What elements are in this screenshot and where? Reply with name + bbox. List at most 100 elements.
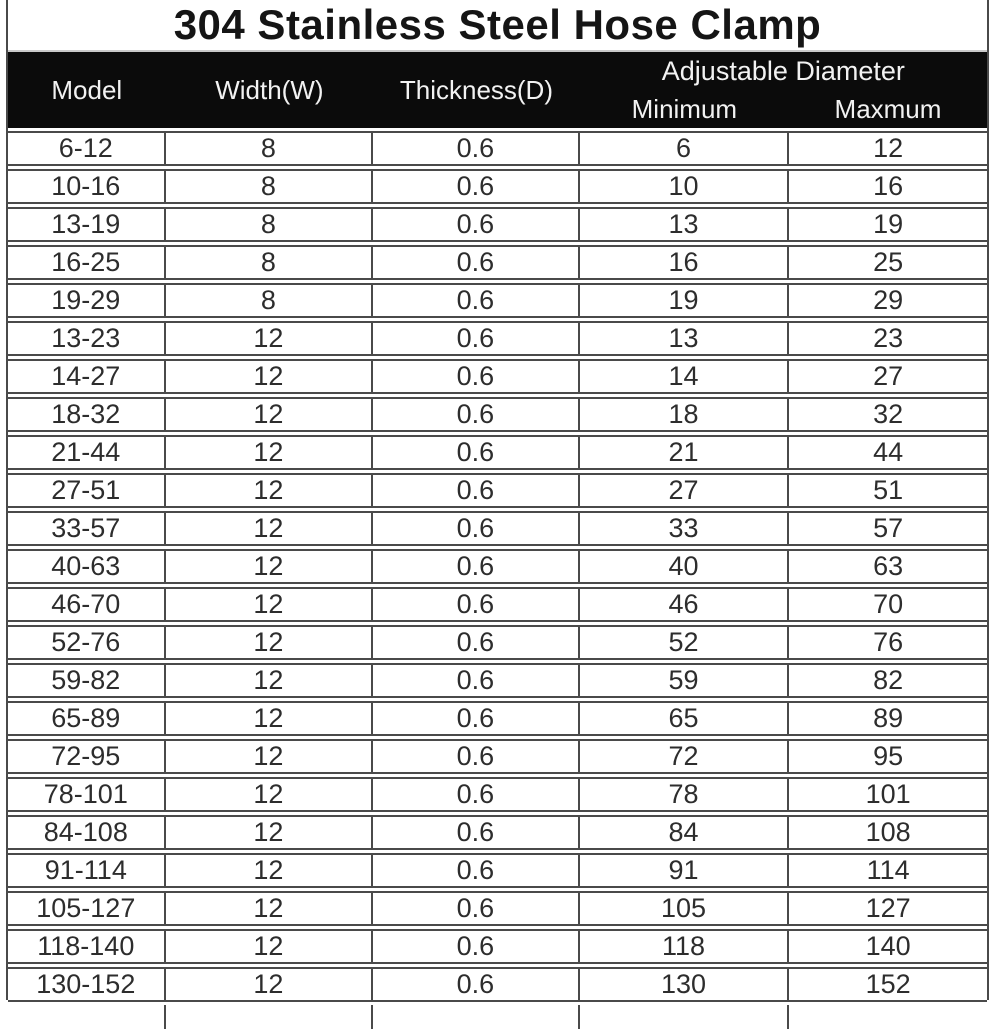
table-row: 52-76 12 0.6 52 76 — [8, 625, 987, 660]
cell: 19-29 — [8, 283, 166, 318]
cell: 12 — [165, 511, 374, 546]
cell: 27-51 — [8, 473, 166, 508]
cell: 19 — [579, 283, 790, 318]
cell: 0.6 — [373, 777, 580, 812]
cell: 13-23 — [8, 321, 166, 356]
cell: 72 — [579, 739, 790, 774]
cell: 8 — [165, 245, 374, 280]
column-header-width: Width(W) — [215, 74, 324, 105]
cell: 0.6 — [373, 929, 580, 964]
cell: 105-127 — [8, 891, 166, 926]
cell: 0.6 — [373, 663, 580, 698]
cell: 0.6 — [373, 739, 580, 774]
cell: 0.6 — [373, 853, 580, 888]
table-row: 6-12 8 0.6 6 12 — [8, 131, 987, 166]
cell: 0.6 — [373, 359, 580, 394]
cell: 0.6 — [373, 169, 580, 204]
cell: 16 — [579, 245, 790, 280]
cell: 8 — [165, 207, 374, 242]
cell: 78 — [579, 777, 790, 812]
cell: 12 — [165, 587, 374, 622]
hose-clamp-table: 6-12 8 0.6 6 12 10-16 8 0.6 10 16 13-19 8 0.6 13 19 16-… — [8, 128, 987, 1032]
cell: 12 — [165, 815, 374, 850]
column-header-minimum: Minimum — [631, 93, 738, 124]
cell: 13 — [579, 207, 790, 242]
cell: 8 — [165, 131, 374, 166]
cell: 0.6 — [373, 967, 580, 1002]
table-row: 14-27 12 0.6 14 27 — [8, 359, 987, 394]
cell: 95 — [789, 739, 987, 774]
cell: 12 — [165, 891, 374, 926]
cell: 40-63 — [8, 549, 166, 584]
cell: 89 — [789, 701, 987, 736]
cell: 16 — [789, 169, 987, 204]
cell: 10 — [579, 169, 790, 204]
table-header-band: Model Width(W) Thickness(D) Adjustable D… — [8, 52, 987, 128]
table-row: 10-16 8 0.6 10 16 — [8, 169, 987, 204]
cell — [789, 1005, 987, 1029]
cell: 10-16 — [8, 169, 166, 204]
cell: 12 — [165, 967, 374, 1002]
cell: 108 — [789, 815, 987, 850]
cell: 105 — [579, 891, 790, 926]
cell: 0.6 — [373, 435, 580, 470]
table-row: 72-95 12 0.6 72 95 — [8, 739, 987, 774]
cell: 0.6 — [373, 587, 580, 622]
cell: 70 — [789, 587, 987, 622]
cell: 91-114 — [8, 853, 166, 888]
cell: 0.6 — [373, 625, 580, 660]
cell: 0.6 — [373, 511, 580, 546]
cell: 51 — [789, 473, 987, 508]
table-row: 65-89 12 0.6 65 89 — [8, 701, 987, 736]
cell: 32 — [789, 397, 987, 432]
cell: 91 — [579, 853, 790, 888]
table-row: 59-82 12 0.6 59 82 — [8, 663, 987, 698]
cell: 12 — [165, 473, 374, 508]
cell: 14 — [579, 359, 790, 394]
cell: 12 — [165, 663, 374, 698]
cell: 33-57 — [8, 511, 166, 546]
cell: 76 — [789, 625, 987, 660]
clipped-bottom-row — [8, 1005, 987, 1029]
cell: 52-76 — [8, 625, 166, 660]
cell: 18-32 — [8, 397, 166, 432]
cell: 84 — [579, 815, 790, 850]
cell: 72-95 — [8, 739, 166, 774]
cell: 14-27 — [8, 359, 166, 394]
cell: 130 — [579, 967, 790, 1002]
column-header-thickness: Thickness(D) — [399, 74, 553, 105]
cell: 0.6 — [373, 131, 580, 166]
cell: 118 — [579, 929, 790, 964]
cell: 0.6 — [373, 549, 580, 584]
cell: 27 — [579, 473, 790, 508]
cell: 13-19 — [8, 207, 166, 242]
cell: 12 — [165, 435, 374, 470]
cell: 152 — [789, 967, 987, 1002]
table-row: 46-70 12 0.6 46 70 — [8, 587, 987, 622]
cell: 127 — [789, 891, 987, 926]
cell: 33 — [579, 511, 790, 546]
cell: 13 — [579, 321, 790, 356]
table-row: 19-29 8 0.6 19 29 — [8, 283, 987, 318]
column-header-adjustable-diameter: Adjustable Diameter — [661, 55, 905, 86]
cell: 12 — [165, 853, 374, 888]
cell: 16-25 — [8, 245, 166, 280]
cell: 0.6 — [373, 473, 580, 508]
cell: 84-108 — [8, 815, 166, 850]
page-title: 304 Stainless Steel Hose Clamp — [8, 0, 987, 52]
cell: 78-101 — [8, 777, 166, 812]
cell: 46-70 — [8, 587, 166, 622]
table-row: 91-114 12 0.6 91 114 — [8, 853, 987, 888]
table-row: 18-32 12 0.6 18 32 — [8, 397, 987, 432]
table-row: 21-44 12 0.6 21 44 — [8, 435, 987, 470]
cell: 0.6 — [373, 397, 580, 432]
column-header-model: Model — [51, 74, 123, 105]
cell: 118-140 — [8, 929, 166, 964]
cell — [8, 1005, 166, 1029]
cell — [580, 1005, 790, 1029]
cell: 18 — [579, 397, 790, 432]
cell: 140 — [789, 929, 987, 964]
cell — [373, 1005, 580, 1029]
cell: 12 — [165, 625, 374, 660]
cell: 57 — [789, 511, 987, 546]
